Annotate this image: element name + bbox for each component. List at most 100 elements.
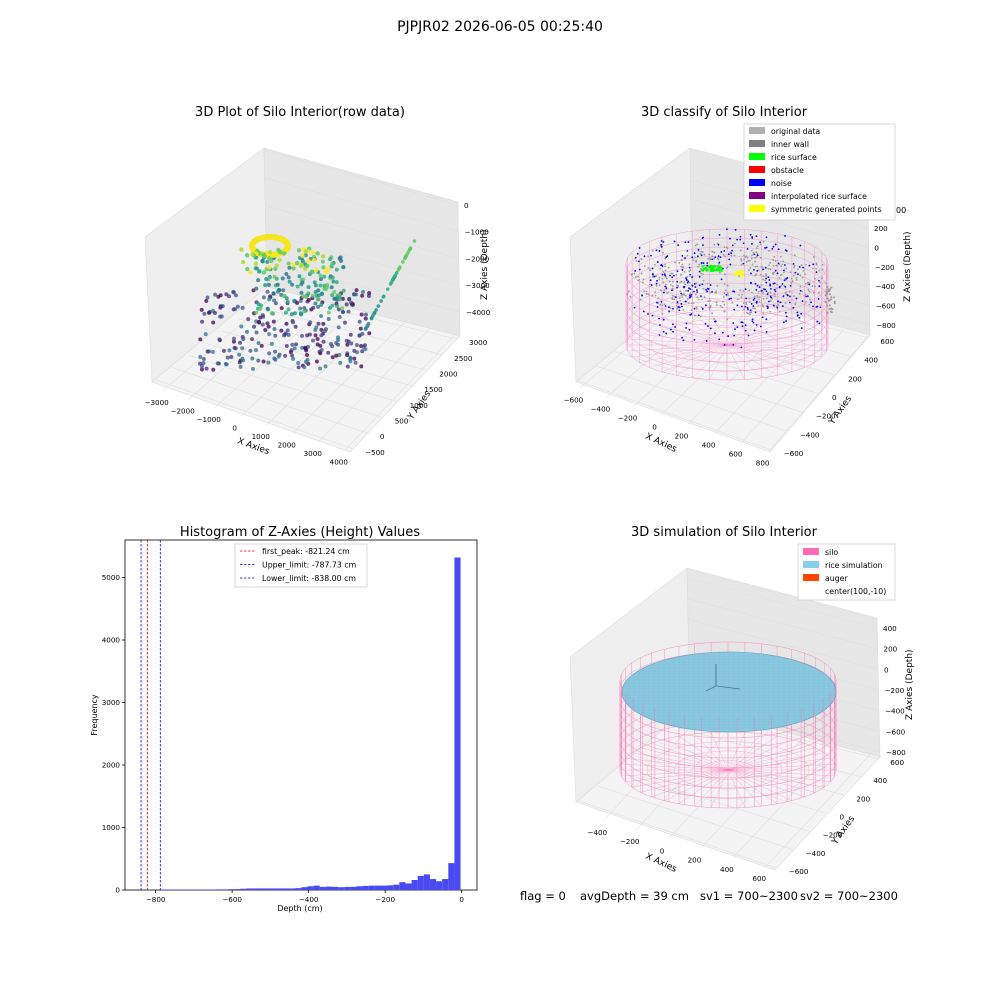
original-data-point — [663, 303, 666, 306]
original-data-point — [662, 251, 664, 254]
noise-point — [665, 287, 668, 290]
noise-point — [725, 293, 728, 296]
legend-label: Upper_limit: -787.73 cm — [262, 561, 356, 570]
data-point — [257, 319, 262, 324]
original-data-point — [779, 274, 782, 277]
data-point — [366, 294, 371, 299]
original-data-point — [789, 271, 792, 273]
data-point — [358, 326, 363, 331]
original-data-point — [756, 247, 758, 249]
noise-point — [750, 303, 753, 305]
data-point — [281, 288, 286, 293]
data-point — [350, 302, 355, 307]
noise-point — [714, 320, 717, 323]
histogram-bar — [178, 889, 186, 890]
data-point — [250, 239, 257, 246]
data-point — [320, 259, 325, 264]
data-point — [336, 335, 341, 340]
footer-sv2: sv2 = 700~2300 — [800, 889, 898, 903]
original-data-point — [775, 264, 778, 267]
original-data-point — [756, 265, 759, 268]
noise-point — [698, 284, 701, 287]
data-point — [336, 325, 341, 330]
original-data-point — [688, 270, 691, 273]
noise-point — [680, 292, 683, 295]
noise-point — [774, 269, 777, 272]
original-data-point — [724, 289, 727, 292]
noise-point — [669, 274, 671, 277]
original-data-point — [719, 271, 721, 274]
histogram-bar — [258, 888, 265, 890]
original-data-point — [733, 254, 736, 257]
original-data-point — [709, 257, 712, 259]
histogram-bar — [276, 888, 284, 890]
original-data-point — [702, 273, 705, 276]
legend-swatch — [749, 140, 765, 147]
grid-line-z — [690, 198, 869, 248]
noise-point — [633, 306, 636, 309]
original-data-point — [818, 291, 820, 294]
noise-point — [729, 263, 732, 266]
data-point — [412, 239, 417, 243]
original-data-point — [804, 282, 807, 285]
original-data-point — [669, 307, 672, 310]
original-data-point — [691, 288, 693, 291]
original-data-point — [765, 297, 768, 300]
original-data-point — [811, 285, 814, 287]
data-point — [303, 345, 308, 350]
noise-point — [754, 282, 757, 285]
original-data-point — [774, 259, 777, 262]
original-data-point — [793, 264, 796, 267]
original-data-point — [793, 254, 796, 257]
data-point — [250, 366, 255, 371]
original-data-point — [673, 298, 676, 301]
noise-point — [789, 284, 792, 287]
original-data-point — [800, 264, 803, 267]
noise-point — [661, 273, 664, 276]
noise-point — [665, 256, 668, 258]
inner-wall-point — [833, 300, 836, 303]
data-point — [259, 303, 264, 308]
z-tick-label: 0 — [874, 243, 879, 252]
original-data-point — [659, 303, 662, 306]
histogram-bar — [270, 888, 277, 890]
histogram-bar — [380, 885, 388, 890]
y-tick-label: −200 — [816, 412, 836, 421]
grid-line-y — [254, 306, 443, 356]
grid-line-y — [188, 354, 383, 418]
data-point — [201, 357, 206, 362]
data-point — [286, 332, 291, 337]
noise-point — [756, 284, 759, 287]
data-point — [211, 320, 216, 325]
original-data-point — [757, 269, 760, 272]
rice-surface-point — [717, 267, 721, 270]
noise-point — [799, 289, 802, 292]
data-point — [277, 257, 282, 263]
data-point — [319, 313, 324, 318]
original-data-point — [748, 297, 751, 300]
data-point — [303, 249, 309, 254]
original-data-point — [688, 263, 691, 266]
noise-point — [744, 324, 747, 327]
data-point — [290, 353, 295, 358]
noise-point — [771, 247, 774, 250]
rice-surface-point — [706, 268, 709, 271]
noise-point — [680, 302, 683, 305]
noise-point — [755, 301, 758, 304]
legend-frame — [743, 123, 896, 221]
data-point — [291, 266, 296, 271]
data-point — [277, 249, 283, 255]
legend-label: first_peak: -821.24 cm — [262, 547, 350, 556]
original-data-point — [657, 297, 660, 300]
noise-point — [709, 284, 712, 286]
original-data-point — [736, 298, 739, 301]
original-data-point — [641, 281, 644, 284]
data-point — [245, 266, 250, 272]
grid-line-y — [577, 800, 777, 869]
x-tick-label: 0 — [459, 895, 464, 904]
data-point — [311, 338, 316, 343]
data-point — [310, 293, 315, 298]
noise-point — [802, 266, 804, 269]
noise-point — [785, 250, 788, 252]
original-data-point — [666, 292, 669, 294]
